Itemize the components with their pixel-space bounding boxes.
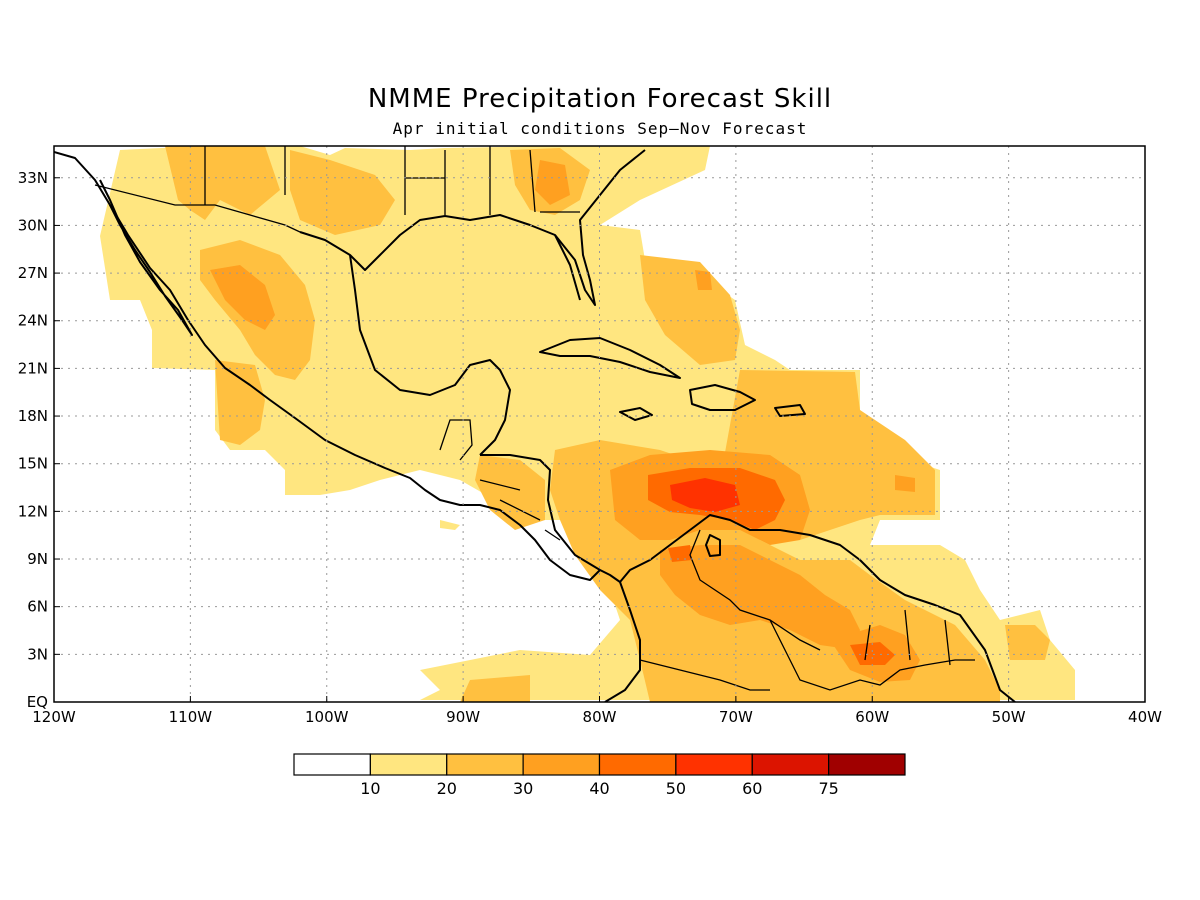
- coastline-baja: [99, 179, 193, 336]
- lat-tick-label: 27N: [18, 264, 48, 282]
- lat-tick-label: 12N: [18, 502, 48, 520]
- coastline-puerto-rico: [774, 404, 806, 417]
- coastline-cuba: [539, 337, 681, 379]
- skill-region-central-america-south: [475, 455, 545, 530]
- border-venezuela-brazil: [769, 619, 975, 691]
- lon-tick-label: 90W: [446, 708, 480, 726]
- skill-region-guianas-east: [1005, 625, 1050, 660]
- lon-tick-label: 100W: [305, 708, 349, 726]
- skill-region-lesser-antilles: [895, 475, 915, 492]
- colorbar: 10 20 30 40 50 60 75: [293, 753, 906, 798]
- coastlines: [54, 149, 1016, 702]
- lon-axis: 120W 110W 100W 90W 80W 70W 60W 50W 40W: [32, 696, 1162, 726]
- colorbar-label: 50: [666, 779, 686, 798]
- coastline-colombia-pacific: [604, 581, 641, 702]
- colorbar-swatch: [293, 753, 371, 776]
- border-guatemala: [439, 419, 473, 461]
- skill-region-central-america: [440, 520, 460, 530]
- colorbar-label: 40: [589, 779, 609, 798]
- lat-tick-label: 30N: [18, 216, 48, 234]
- border-guianas: [864, 609, 951, 666]
- skill-region-venezuela-max: [668, 545, 692, 562]
- lon-tick-label: 80W: [583, 708, 617, 726]
- skill-region-mexico-core: [210, 265, 275, 330]
- border-colombia-south: [639, 659, 770, 691]
- colorbar-swatch: [598, 753, 677, 776]
- skill-region-mexico-west: [215, 360, 265, 445]
- colorbar-swatch: [522, 753, 601, 776]
- coastline-jamaica: [619, 407, 653, 421]
- colorbar-label: 75: [818, 779, 838, 798]
- colorbar-swatch: [675, 753, 753, 776]
- skill-region-caribbean-peak: [670, 478, 740, 512]
- coastline-florida: [554, 149, 646, 306]
- border-central-america: [479, 479, 561, 541]
- border-us-mexico: [94, 184, 301, 233]
- coastline-gulf-mexico: [299, 214, 581, 301]
- lon-tick-label: 110W: [169, 708, 213, 726]
- colorbar-label: 60: [742, 779, 762, 798]
- lon-tick-label: 120W: [32, 708, 76, 726]
- skill-region-gulf-yucatan: [460, 355, 540, 450]
- coastline-lake-maracaibo: [705, 534, 721, 557]
- lat-tick-label: 21N: [18, 359, 48, 377]
- skill-region-pacific-south: [460, 675, 530, 702]
- coastline-mexico-east: [349, 254, 511, 456]
- colorbar-swatch: [751, 753, 830, 776]
- lon-tick-label: 60W: [855, 708, 889, 726]
- lat-tick-label: EQ: [27, 693, 48, 711]
- colorbar-label: 20: [437, 779, 457, 798]
- skill-region-georgia: [535, 160, 570, 205]
- lat-tick-label: 24N: [18, 312, 48, 330]
- lon-tick-label: 50W: [992, 708, 1026, 726]
- lat-tick-label: 9N: [27, 550, 48, 568]
- colorbar-swatch: [828, 753, 906, 776]
- lat-tick-label: 6N: [27, 598, 48, 616]
- skill-shading: [100, 146, 1075, 702]
- skill-region-mexico-mid: [165, 146, 280, 220]
- lon-tick-label: 70W: [719, 708, 753, 726]
- coastline-hispaniola: [689, 384, 756, 411]
- lat-tick-label: 33N: [18, 169, 48, 187]
- map-subtitle: Apr initial conditions Sep–Nov Forecast: [392, 119, 808, 138]
- lat-tick-label: 18N: [18, 407, 48, 425]
- colorbar-swatch: [446, 753, 524, 776]
- lat-axis: EQ 3N 6N 9N 12N 15N 18N 21N 24N 27N 30N 33N: [18, 169, 60, 711]
- colorbar-swatch: [369, 753, 448, 776]
- coastline-south-america: [619, 514, 1016, 702]
- skill-region-texas: [290, 150, 395, 235]
- coastline-pacific-mexico: [54, 151, 621, 583]
- skill-region-guyana-max: [850, 642, 895, 665]
- lat-tick-label: 15N: [18, 455, 48, 473]
- skill-region-venezuela: [660, 545, 860, 650]
- lon-tick-label: 40W: [1128, 708, 1162, 726]
- graticule: [54, 146, 1145, 702]
- colorbar-label: 10: [360, 779, 380, 798]
- map-title: NMME Precipitation Forecast Skill: [367, 84, 833, 114]
- coastline-central-america: [480, 454, 601, 571]
- lat-tick-label: 3N: [27, 645, 48, 663]
- colorbar-label: 30: [513, 779, 533, 798]
- skill-region-bahamas-core: [695, 270, 712, 290]
- skill-region-bahamas: [640, 255, 740, 365]
